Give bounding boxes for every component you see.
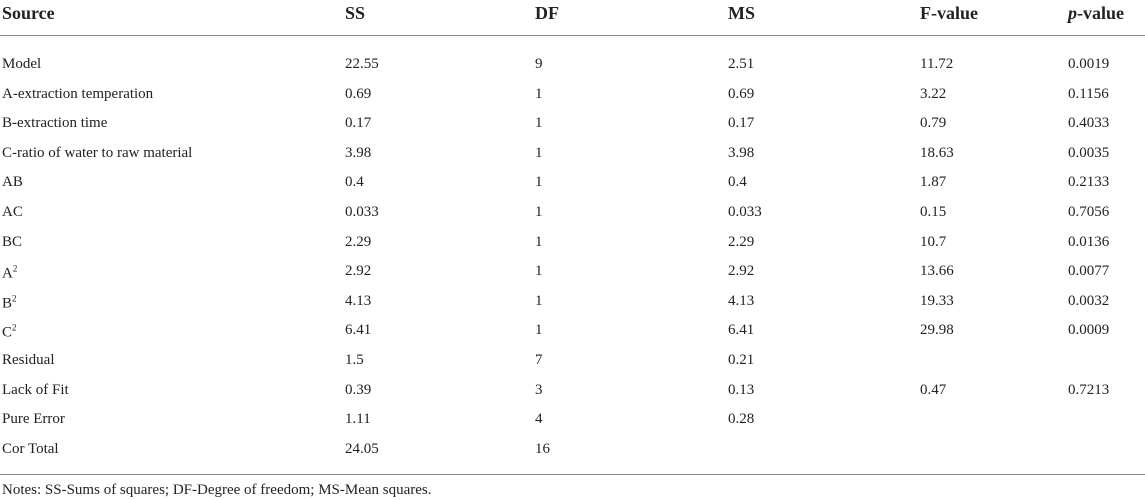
table-cell: 0.0077 (1068, 263, 1110, 280)
table-cell: 0.28 (728, 411, 755, 428)
table-cell: 0.4 (345, 174, 364, 191)
table-cell: 1 (535, 204, 543, 220)
table-cell: 0.033 (728, 204, 762, 220)
table-cell: 0.7056 (1068, 204, 1110, 220)
table-cell: 2.51 (728, 56, 755, 72)
table-cell: 0.0019 (1068, 56, 1110, 72)
column-header: p-value (1068, 3, 1124, 23)
header-text: -value (1077, 3, 1124, 23)
table-cell: 0.13 (728, 381, 755, 398)
cell-sup: 2 (12, 293, 17, 304)
cell-sup: 2 (12, 263, 18, 274)
cell-base: A (2, 265, 13, 282)
table-cell: 0.0136 (1068, 233, 1110, 250)
table-cell: Pure Error (2, 411, 65, 428)
column-header: SS (345, 3, 366, 23)
table-cell: AB (2, 174, 23, 191)
table-cell: 1 (535, 85, 543, 102)
table-cell: C-ratio of water to raw material (2, 144, 193, 161)
table-cell: 3.22 (920, 85, 947, 102)
table-cell: Lack of Fit (2, 381, 69, 398)
table-cell: 0.0032 (1068, 292, 1110, 309)
table-cell: 1 (535, 233, 543, 250)
column-header: MS (728, 3, 755, 23)
table-cell: 0.47 (920, 381, 947, 398)
table-cell: 6.41 (345, 322, 372, 339)
cell-sup: 2 (12, 322, 17, 333)
table-cell: 3.98 (728, 144, 755, 161)
table-cell: 22.55 (345, 56, 379, 72)
table-cell: 3 (535, 381, 543, 398)
cell-base: B (2, 295, 13, 312)
table-cell: 0.0009 (1068, 322, 1110, 339)
table-cell: 0.17 (345, 115, 372, 132)
table-cell: 0.79 (920, 115, 947, 132)
table-cell: Residual (2, 352, 55, 368)
table-cell: 16 (535, 440, 550, 457)
table-cell: Cor Total (2, 440, 59, 457)
table-cell: 1.11 (345, 411, 371, 428)
table-cell: 4.13 (345, 292, 372, 309)
table-cell: 3.98 (345, 144, 372, 161)
table-cell: 9 (535, 56, 543, 72)
table-cell: 0.1156 (1068, 85, 1109, 102)
table-cell: 10.7 (920, 233, 947, 250)
table-cell: 1 (535, 174, 543, 191)
table-cell: 0.4033 (1068, 115, 1110, 132)
table-cell: 1.5 (345, 352, 364, 368)
header-rule (0, 35, 1145, 36)
table-cell: 18.63 (920, 144, 954, 161)
table-cell: 4 (535, 411, 543, 428)
table-cell: 0.17 (728, 115, 755, 132)
table-cell: 0.69 (728, 85, 755, 102)
table-cell: 1 (535, 292, 543, 309)
table-cell: A-extraction temperation (2, 85, 154, 102)
table-cell: 29.98 (920, 322, 954, 339)
table-cell: 1 (535, 263, 543, 280)
table-notes: Notes: SS-Sums of squares; DF-Degree of … (2, 482, 432, 498)
column-header: Source (2, 3, 55, 23)
table-cell: 1 (535, 144, 543, 161)
table-cell: Model (2, 56, 42, 72)
bottom-rule (0, 474, 1145, 475)
table-cell: 0.2133 (1068, 174, 1110, 191)
table-cell: 2.29 (728, 233, 755, 250)
table-cell: 13.66 (920, 263, 954, 280)
table-cell: 0.21 (728, 352, 755, 368)
table-cell: 2.29 (345, 233, 372, 250)
header-italic: p (1068, 3, 1077, 23)
table-cell: 2.92 (728, 263, 755, 280)
table-cell: B-extraction time (2, 115, 108, 132)
cell-base: C (2, 324, 13, 341)
table-cell: C2 (2, 318, 17, 343)
table-cell: 1 (535, 115, 543, 132)
table-cell: 0.15 (920, 204, 947, 220)
table-cell: 11.72 (920, 56, 954, 72)
table-cell: BC (2, 233, 23, 250)
table-cell: 2.92 (345, 263, 372, 280)
table-cell: 7 (535, 352, 543, 368)
table-cell: B2 (2, 288, 17, 313)
table-cell: 4.13 (728, 292, 755, 309)
table-cell: AC (2, 204, 23, 220)
table-cell: 0.7213 (1068, 381, 1110, 398)
table-cell: 0.4 (728, 174, 747, 191)
table-cell: 24.05 (345, 440, 379, 457)
table-cell: 19.33 (920, 292, 954, 309)
column-header: F-value (920, 3, 978, 23)
table-cell: 0.39 (345, 381, 372, 398)
table-cell: 1.87 (920, 174, 947, 191)
table-cell: 6.41 (728, 322, 755, 339)
table-cell: 0.033 (345, 204, 379, 220)
table-cell: 0.0035 (1068, 144, 1110, 161)
table-cell: 0.69 (345, 85, 372, 102)
column-header: DF (535, 3, 559, 23)
table-cell: A2 (2, 259, 17, 284)
table-cell: 1 (535, 322, 543, 339)
